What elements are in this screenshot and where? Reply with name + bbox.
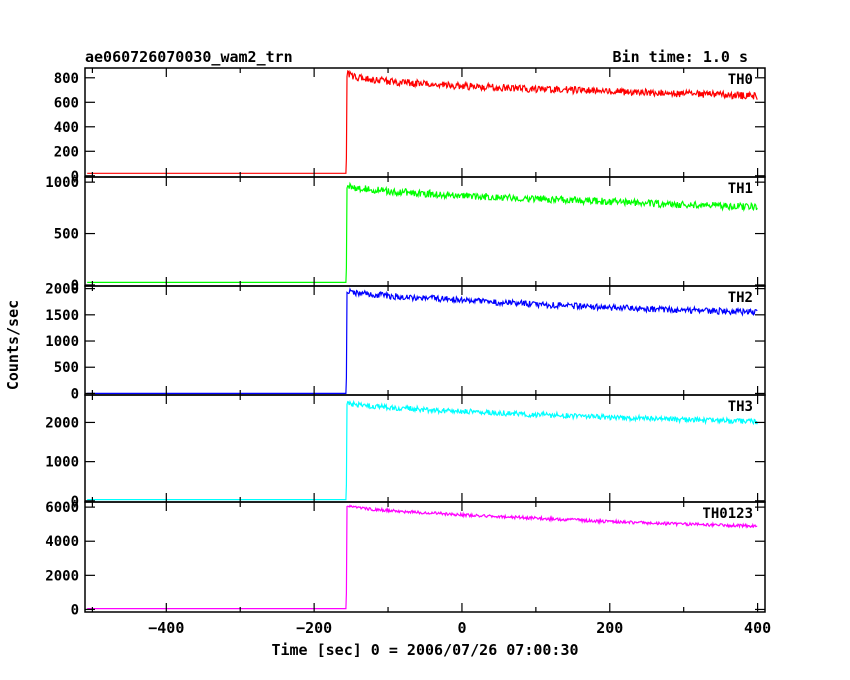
y-tick-label: 0 — [71, 602, 79, 618]
panel-label: TH0123 — [702, 506, 753, 522]
x-tick-label: 200 — [596, 619, 623, 637]
y-tick-label: 400 — [54, 120, 79, 136]
panel-label: TH0 — [728, 72, 753, 88]
panel-frame — [84, 285, 766, 396]
y-tick-label: 600 — [54, 95, 79, 111]
y-tick-label: 2000 — [45, 415, 79, 431]
y-tick-label: 1000 — [45, 175, 79, 191]
y-tick-label: 2000 — [45, 282, 79, 298]
panel-th1: 0 500 1000 TH1 — [45, 175, 766, 294]
x-tick-label: −200 — [296, 619, 332, 637]
panel-th3: 0 1000 2000 TH3 — [45, 394, 766, 510]
panel-frame — [84, 67, 766, 178]
y-tick-label: 500 — [54, 360, 79, 376]
panel-th0: 0 200 400 600 800 TH0 — [54, 67, 766, 185]
y-tick-label: 0 — [71, 386, 79, 402]
x-tick-label: 400 — [744, 619, 771, 637]
panels-group: 0 200 400 600 800 TH0 0 500 1000 TH1 0 500 1000 1500 2… — [45, 67, 771, 637]
y-tick-label: 800 — [54, 71, 79, 87]
x-axis-label: Time [sec] 0 = 2006/07/26 07:00:30 — [271, 641, 578, 659]
panel-th2: 0 500 1000 1500 2000 TH2 — [45, 282, 766, 402]
series-line-th1 — [87, 181, 758, 283]
y-tick-label: 500 — [54, 227, 79, 243]
panel-frame — [84, 394, 766, 503]
y-tick-label: 4000 — [45, 534, 79, 550]
series-line-th0 — [87, 69, 758, 174]
y-tick-label: 0 — [71, 278, 79, 294]
y-tick-label: 6000 — [45, 500, 79, 516]
y-tick-label: 0 — [71, 494, 79, 510]
y-tick-label: 1000 — [45, 455, 79, 471]
panel-label: TH3 — [728, 399, 753, 415]
chart-title-right: Bin time: 1.0 s — [613, 48, 748, 66]
panel-th0123: 0 2000 4000 6000 TH0123 — [45, 500, 766, 618]
y-tick-label: 2000 — [45, 568, 79, 584]
y-tick-label: 0 — [71, 169, 79, 185]
chart-title-left: ae060726070030_wam2_trn — [85, 48, 293, 66]
panel-frame — [84, 501, 766, 613]
y-axis-label: Counts/sec — [4, 300, 22, 390]
x-tick-label: 0 — [457, 619, 466, 637]
series-line-th3 — [87, 399, 758, 501]
y-tick-label: 200 — [54, 144, 79, 160]
series-line-th2 — [87, 287, 758, 394]
y-tick-label: 1500 — [45, 308, 79, 324]
x-tick-label: −400 — [148, 619, 184, 637]
panel-label: TH1 — [728, 181, 753, 197]
panel-label: TH2 — [728, 290, 753, 306]
series-line-th0123 — [87, 504, 758, 610]
y-tick-label: 1000 — [45, 334, 79, 350]
